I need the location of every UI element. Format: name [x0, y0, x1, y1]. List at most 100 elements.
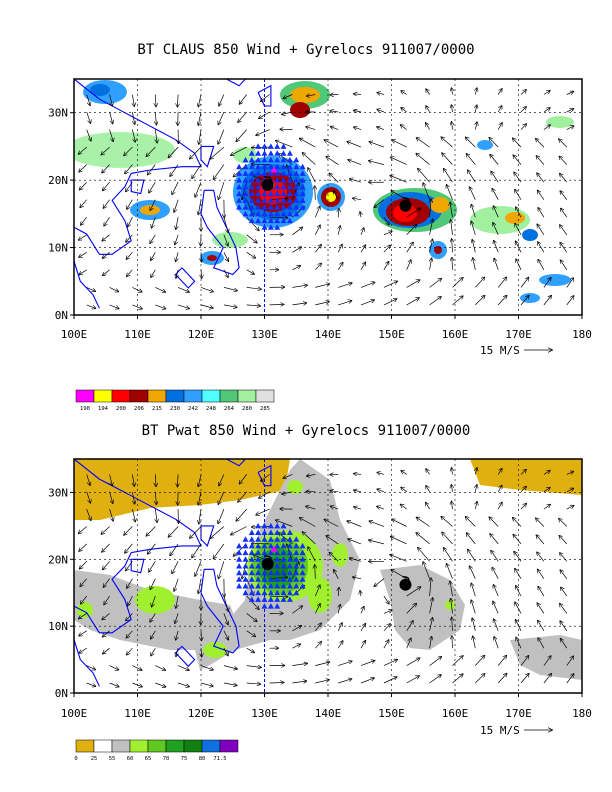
- gyre-center-tail-1: [402, 197, 410, 205]
- panel2-gyre-triangles: [236, 522, 306, 609]
- gyre-triangle: [267, 603, 274, 609]
- gyre-triangle: [274, 522, 281, 529]
- gyre-triangle: [274, 583, 281, 589]
- wind-vector: [543, 471, 550, 475]
- wind-vector: [537, 173, 545, 183]
- wind-vector: [543, 91, 550, 95]
- wind-vector: [269, 198, 288, 199]
- wind-vector: [109, 665, 119, 670]
- panel1-coastlines: [74, 79, 272, 315]
- wind-vector: [360, 212, 361, 218]
- gyre-center-icon-0: [261, 178, 274, 191]
- wind-vector: [559, 139, 568, 148]
- wind-vector: [536, 518, 545, 527]
- colorbar-swatch: [93, 389, 113, 403]
- panel2-scale-arrow: 15 M/S: [480, 724, 552, 737]
- gyre-triangle: [261, 156, 268, 163]
- wind-vector: [104, 217, 110, 226]
- gyre-triangle: [293, 177, 300, 183]
- wind-vector: [155, 509, 157, 522]
- wind-vector: [86, 491, 91, 503]
- colorbar-label: 0: [74, 756, 77, 762]
- wind-vector: [468, 549, 476, 562]
- wind-vector: [353, 198, 362, 200]
- wind-vector: [80, 578, 87, 587]
- colorbar-swatch: [111, 389, 131, 403]
- wind-vector: [538, 569, 545, 579]
- wind-vector: [337, 244, 342, 253]
- gyre-triangle: [293, 170, 300, 176]
- gyre-triangle: [280, 150, 287, 156]
- wind-vector: [390, 555, 407, 562]
- wind-vector: [176, 217, 178, 229]
- wind-vector: [292, 266, 300, 271]
- gyre-triangle: [248, 156, 255, 163]
- gyre-triangle: [255, 150, 262, 156]
- wind-vector: [86, 94, 90, 106]
- gyre-triangle: [248, 150, 255, 156]
- gyre-triangle: [248, 163, 255, 170]
- gyre-triangle: [267, 576, 274, 582]
- wind-vector: [401, 91, 407, 95]
- wind-vector: [330, 111, 339, 112]
- gyre-triangle: [242, 156, 249, 163]
- wind-vector: [236, 129, 247, 142]
- wind-vector: [493, 601, 499, 614]
- wind-vector: [269, 304, 284, 305]
- wind-vector: [269, 596, 288, 597]
- wind-vector: [80, 199, 87, 208]
- wind-vector: [223, 682, 237, 685]
- wind-vector: [256, 508, 270, 515]
- wind-vector: [315, 623, 321, 632]
- gyre-triangle: [293, 204, 300, 210]
- wind-vector: [86, 665, 96, 670]
- gyre-triangle: [286, 556, 293, 562]
- wind-vector: [426, 89, 430, 95]
- gyre-triangle: [242, 569, 249, 576]
- wind-vector: [132, 474, 134, 486]
- gyre-triangle: [242, 583, 249, 589]
- colorbar-label: 200: [116, 406, 126, 412]
- lon-label: 180: [572, 707, 592, 720]
- gyre-triangle: [255, 549, 262, 556]
- wind-vector: [348, 160, 362, 165]
- colorbar-swatch: [183, 739, 203, 753]
- wind-vector: [300, 518, 316, 527]
- wind-vector: [109, 491, 113, 504]
- wind-vector: [86, 287, 96, 291]
- wind-vector: [470, 187, 476, 200]
- panel1-scale-arrow: 15 M/S: [480, 344, 552, 357]
- gyre-triangle: [274, 143, 281, 149]
- wind-vector: [292, 183, 299, 200]
- wind-vector: [269, 683, 284, 684]
- wind-vector: [246, 666, 261, 668]
- wind-vector: [473, 636, 476, 649]
- wind-vector: [383, 217, 389, 225]
- gyre-triangle: [248, 217, 255, 224]
- wind-vector: [383, 595, 389, 604]
- colorbar-swatch: [219, 739, 239, 753]
- wind-vector: [543, 125, 550, 130]
- gyre-triangle: [255, 569, 262, 576]
- wind-vector: [102, 543, 110, 552]
- gyre-triangle: [255, 156, 262, 163]
- wind-vector: [252, 164, 270, 165]
- wind-vector: [452, 501, 453, 510]
- wind-vector: [292, 227, 302, 236]
- gyre-triangle: [280, 204, 287, 210]
- gyre-triangle: [299, 549, 306, 556]
- gyre-triangle: [293, 589, 300, 596]
- gyre-triangle: [293, 210, 300, 217]
- lon-label: 110E: [124, 707, 151, 720]
- gyre-triangle: [248, 197, 255, 203]
- gyre-triangle: [280, 197, 287, 203]
- panel1-scale-label: 15 M/S: [480, 344, 520, 357]
- wind-vector: [128, 217, 133, 227]
- gyre-triangle: [274, 150, 281, 156]
- wind-vector: [360, 678, 374, 684]
- wind-vector: [109, 287, 119, 291]
- wind-vector: [471, 583, 476, 597]
- wind-vector: [199, 129, 201, 145]
- wind-vector: [177, 287, 189, 292]
- wind-vector: [514, 172, 522, 183]
